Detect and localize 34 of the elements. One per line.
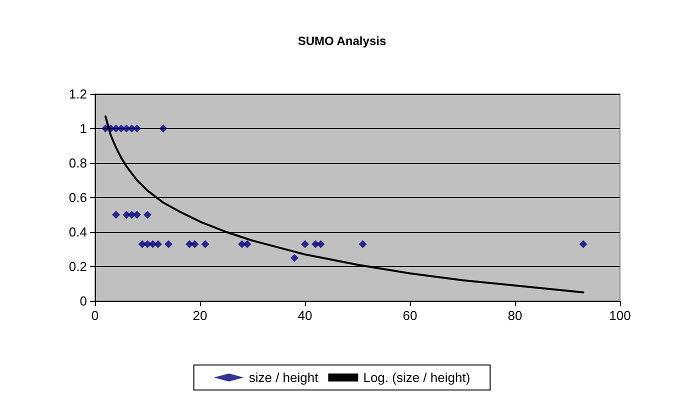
point (190, 240, 199, 248)
x-tick-label: 20 (192, 308, 208, 323)
legend-label: Log. (size / height) (363, 370, 470, 385)
point (112, 210, 120, 219)
point (201, 240, 210, 248)
y-tick-label: 0.8 (68, 156, 87, 170)
y-tick-label: 0.6 (68, 190, 87, 205)
y-tick-label: 0.4 (68, 224, 87, 240)
point (316, 240, 325, 248)
point (579, 240, 588, 248)
x-tick-label: 60 (402, 308, 418, 323)
chart-title: SUMO Analysis (298, 34, 386, 48)
point (164, 240, 172, 248)
x-tick-label: 0 (91, 308, 99, 323)
point (159, 124, 168, 132)
point (243, 240, 252, 248)
y-tick-label: 0 (80, 294, 87, 308)
point (122, 210, 130, 219)
point (128, 124, 136, 132)
point (154, 240, 162, 248)
point (133, 124, 141, 132)
x-tick-label: 100 (609, 308, 631, 323)
point (144, 210, 152, 219)
point (133, 210, 141, 219)
y-tick-label: 0.2 (68, 259, 87, 274)
y-tick-label: 1 (80, 121, 87, 136)
x-tick-label: 80 (508, 308, 522, 323)
y-tick-label: 1.2 (68, 86, 87, 102)
point (358, 240, 367, 248)
point (301, 240, 309, 248)
x-tick-label: 40 (298, 308, 312, 323)
point (290, 254, 298, 262)
point (117, 124, 126, 132)
legend-label: size / height (248, 370, 319, 385)
